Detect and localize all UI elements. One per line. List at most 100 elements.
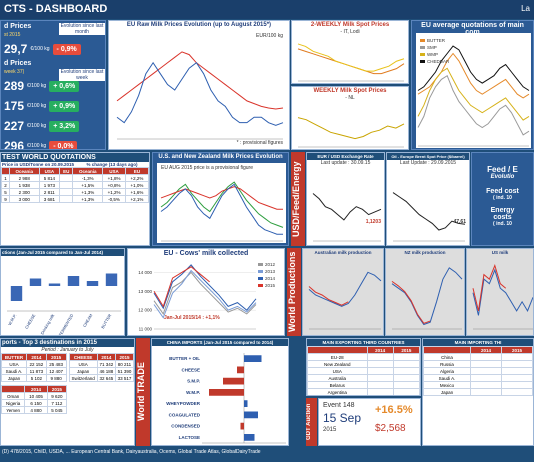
line bbox=[417, 45, 530, 91]
y-tick-label: COAGULATED bbox=[169, 412, 201, 417]
table-header: Oceania bbox=[72, 167, 104, 175]
unit: EUR/100 kg bbox=[256, 33, 283, 39]
chart-title: EUR / USD Exchange Rate bbox=[307, 153, 384, 160]
table: 2014 2015 Oman 10 405 9 620 Nigeria 6 150 7 112… bbox=[1, 385, 68, 414]
vertical-label: World TRADE bbox=[136, 338, 150, 446]
table-cell: Switzerland bbox=[68, 374, 98, 382]
table-cell: 32 645 bbox=[96, 374, 116, 382]
line bbox=[312, 193, 382, 221]
chart bbox=[392, 192, 466, 242]
footer: (D) 478/2015, ChilD, USDA, ... European … bbox=[2, 449, 261, 455]
price-change: + 0,6% bbox=[49, 80, 80, 92]
y-tick-label: W.M.P. bbox=[186, 390, 200, 395]
prices-sub: st 2015 bbox=[4, 32, 21, 38]
x-tick-label: CREAM bbox=[82, 313, 94, 328]
chart-title: WEEKLY Milk Spot Prices bbox=[313, 88, 387, 94]
table-header: 2015 bbox=[46, 385, 68, 393]
table-cell: Algeria bbox=[423, 367, 472, 375]
china-panel: CHINA IMPORTS (Jan-Jul 2015 compared to … bbox=[151, 338, 289, 446]
price-change: - 0,9% bbox=[52, 43, 81, 55]
chart: 11 000 12 000 13 000 14 000 2012 2013 2014 2015 bbox=[138, 262, 276, 332]
table-row: USA 71 342 80 211 bbox=[68, 360, 134, 368]
gdt-date: 15 Sep bbox=[323, 411, 362, 425]
table-row: USA 22 152 25 483 bbox=[1, 360, 67, 368]
legend-label: 2013 bbox=[265, 269, 276, 274]
chart-title: NZ milk production bbox=[404, 250, 446, 255]
table-cell: Belarus bbox=[307, 381, 368, 389]
table-row: Saudi A. 11 873 12 407 bbox=[1, 367, 67, 375]
bar bbox=[244, 434, 255, 441]
data-table: 2014 2015 EU-28 New Zealand USA Australia Bela… bbox=[307, 346, 420, 395]
table-cell: +0,8% bbox=[102, 181, 126, 189]
line bbox=[391, 280, 431, 324]
y-tick-label: LACTOSE bbox=[179, 435, 200, 440]
table-cell: +1,6% bbox=[125, 188, 149, 196]
price-change: - 0,0% bbox=[49, 140, 78, 149]
feed-panel: Feed / E Evolutio Feed cost( ind. 10 Ener… bbox=[471, 152, 534, 246]
table-cell: 6 150 bbox=[24, 399, 48, 407]
note: Jan-Jul 2015/14 : +1,1% bbox=[164, 315, 220, 321]
price-change: + 3,2% bbox=[49, 120, 80, 132]
table-cell bbox=[501, 353, 533, 361]
line bbox=[297, 43, 405, 72]
chart bbox=[297, 117, 405, 148]
chart bbox=[116, 51, 284, 140]
header-right: La bbox=[521, 4, 530, 13]
table-row: Algeria bbox=[423, 367, 533, 375]
us-panel: US milk bbox=[466, 248, 534, 336]
line bbox=[116, 61, 284, 126]
table-row: Oman 10 405 9 620 bbox=[1, 392, 68, 400]
chart-title: EU Raw Milk Prices Evolution (up to Augu… bbox=[126, 22, 272, 28]
chart-sub: - NL bbox=[345, 95, 355, 101]
x-tick-label: FERMENTED bbox=[58, 313, 75, 336]
table-cell: +1,8% bbox=[102, 174, 126, 182]
table-cell bbox=[392, 360, 420, 368]
table-header: 2014 bbox=[24, 385, 48, 393]
table-row: Japan 46 188 51 390 bbox=[68, 367, 134, 375]
table-header: 2014 bbox=[470, 346, 502, 354]
table-cell: USA bbox=[307, 367, 368, 375]
table-header: USA bbox=[38, 167, 61, 175]
chart-title: Australian milk production bbox=[314, 250, 372, 255]
evolution-head: Evolution since last month bbox=[59, 23, 105, 35]
table-cell bbox=[501, 381, 533, 389]
legend-label: WMP bbox=[427, 52, 438, 57]
table-header: CHEESE bbox=[68, 353, 98, 361]
prices-head: d Prices bbox=[4, 23, 32, 30]
table-header bbox=[423, 346, 472, 354]
gdt-price: $2,568 bbox=[375, 423, 406, 434]
table-cell: +1,3% bbox=[72, 195, 104, 203]
chart bbox=[160, 181, 284, 242]
title: CTS - DASHBOARD bbox=[4, 3, 108, 15]
data-table: 2014 2015 Oman 10 405 9 620 Nigeria 6 150 7 112… bbox=[1, 385, 68, 414]
y-tick-label: S.M.P. bbox=[187, 379, 200, 384]
legend-swatch bbox=[258, 263, 263, 266]
table-cell bbox=[392, 353, 420, 361]
table-cell: -0,5% bbox=[102, 195, 126, 203]
chart: W.M.P. CHEESE Drinking milk FERMENTED CREAM B… bbox=[7, 273, 121, 336]
data-table: CHEESE 2014 2015 USA 71 342 80 211 Japan 46 188… bbox=[68, 353, 134, 382]
table-cell: 25 483 bbox=[45, 360, 67, 368]
line bbox=[392, 192, 466, 231]
table-cell bbox=[470, 353, 502, 361]
table-row: 2014 2015 bbox=[423, 346, 533, 354]
table-cell: 33 517 bbox=[114, 374, 134, 382]
price-value: 289 bbox=[4, 79, 25, 93]
price-unit: €/100 kg bbox=[27, 123, 47, 129]
price-value: 175 bbox=[4, 99, 25, 113]
line bbox=[472, 268, 533, 316]
quotations-panel: TEST WORLD QUOTATIONS Price in USD/Tonne… bbox=[0, 152, 150, 246]
table-cell bbox=[392, 367, 420, 375]
table-cell: 12 407 bbox=[45, 367, 67, 375]
line bbox=[417, 67, 530, 121]
table-cell: Russia bbox=[423, 360, 472, 368]
table-cell bbox=[470, 360, 502, 368]
chart bbox=[308, 271, 382, 330]
table-cell: Saudi A. bbox=[1, 367, 28, 375]
table-cell: +1,0% bbox=[125, 181, 149, 189]
price-row: 227 €/100 kg + 3,2% bbox=[4, 117, 102, 135]
table-cell bbox=[366, 360, 394, 368]
bar bbox=[86, 281, 99, 286]
price-value: 296 bbox=[4, 139, 25, 150]
bar bbox=[244, 355, 262, 362]
